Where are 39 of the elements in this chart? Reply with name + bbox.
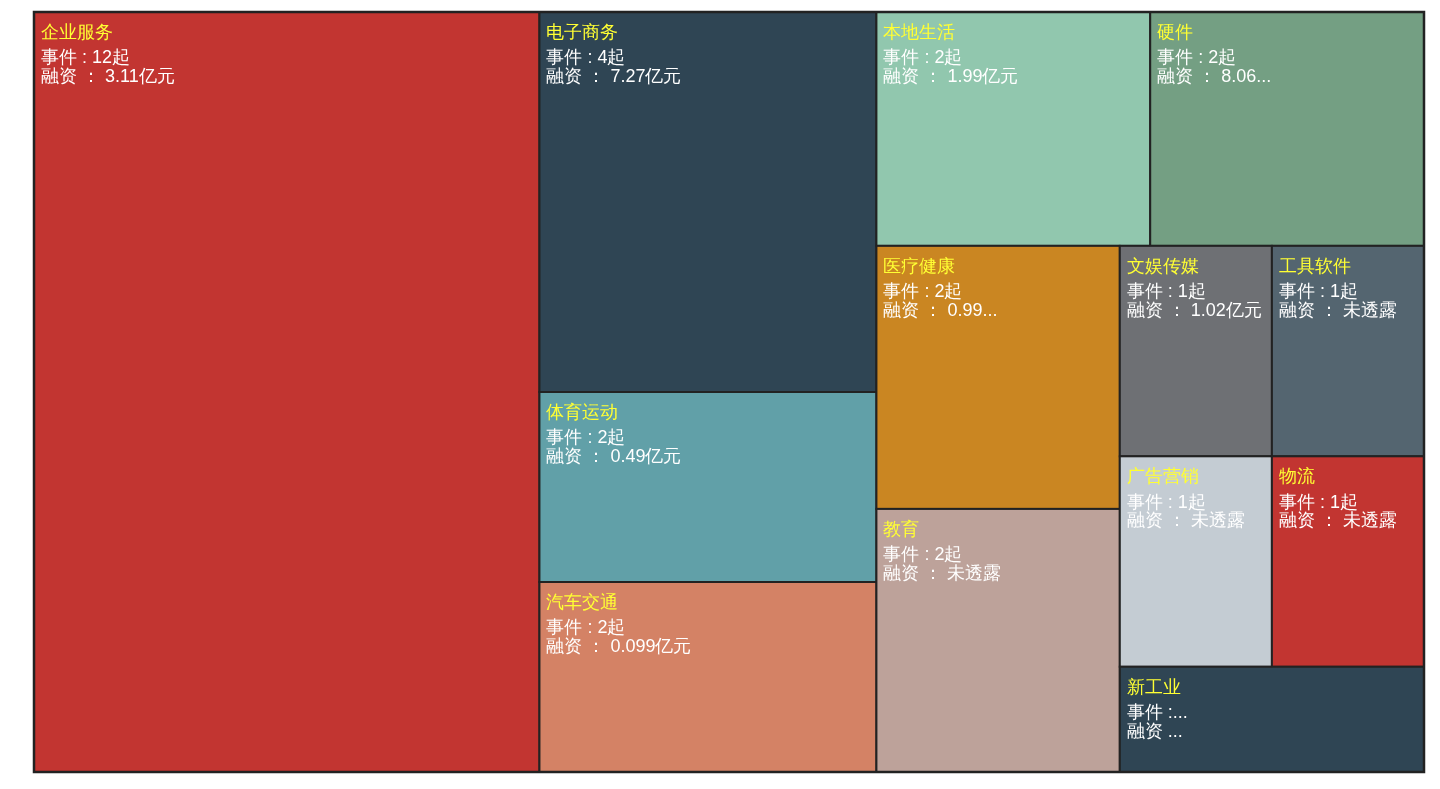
text: 融资 ： 未透露 [1126, 510, 1245, 531]
data-label: 事件 : 1起 [1126, 491, 1206, 512]
text: 融资 ： 未透露 [883, 563, 1002, 584]
text: 融资 ： 8.06... [1157, 66, 1272, 87]
text: 融资 ： 0.49亿元 [546, 446, 682, 467]
category-label: 硬件 [1157, 22, 1194, 42]
data-label: 事件 : 12起 [41, 47, 131, 68]
data-label: 事件 : 1起 [1278, 281, 1358, 302]
data-label: 事件 : 1起 [1126, 281, 1206, 302]
text: 融资 ： 未透露 [1278, 299, 1397, 320]
data-label: 事件 :... [1126, 701, 1188, 722]
category-label: 本地生活 [883, 22, 956, 42]
category-label: 广告营销 [1126, 466, 1199, 487]
data-label: 事件 : 1起 [1278, 491, 1358, 512]
text: 融资 ： 3.11亿元 [41, 66, 175, 87]
category-label: 新工业 [1126, 676, 1181, 697]
category-label: 汽车交通 [546, 592, 619, 612]
data-label: 事件 : 2起 [1157, 47, 1237, 68]
text: 融资 ： 未透露 [1278, 510, 1397, 531]
data-label: 事件 : 2起 [546, 617, 626, 638]
data-label: 事件 : 2起 [546, 427, 626, 448]
category-label: 医疗健康 [883, 255, 956, 276]
category-label: 文娱传媒 [1126, 255, 1199, 276]
text: 融资 ... [1126, 720, 1183, 741]
category-label: 体育运动 [546, 402, 619, 422]
data-label: 事件 : 2起 [883, 281, 963, 302]
text: 融资 ： 1.02亿元 [1126, 299, 1262, 320]
category-label: 工具软件 [1278, 255, 1351, 276]
text: 融资 ： 7.27亿元 [546, 66, 682, 87]
data-label: 事件 : 2起 [883, 47, 963, 68]
data-label: 事件 : 2起 [883, 544, 963, 565]
data-label: 事件 : 4起 [546, 47, 626, 68]
category-label: 物流 [1278, 466, 1315, 487]
text: 融资 ： 0.099亿元 [546, 636, 692, 657]
text: 融资 ： 1.99亿元 [883, 66, 1019, 87]
category-label: 教育 [883, 518, 920, 539]
category-label: 电子商务 [546, 22, 619, 42]
text: 融资 ： 0.99... [883, 299, 998, 320]
category-label: 企业服务 [41, 22, 113, 42]
